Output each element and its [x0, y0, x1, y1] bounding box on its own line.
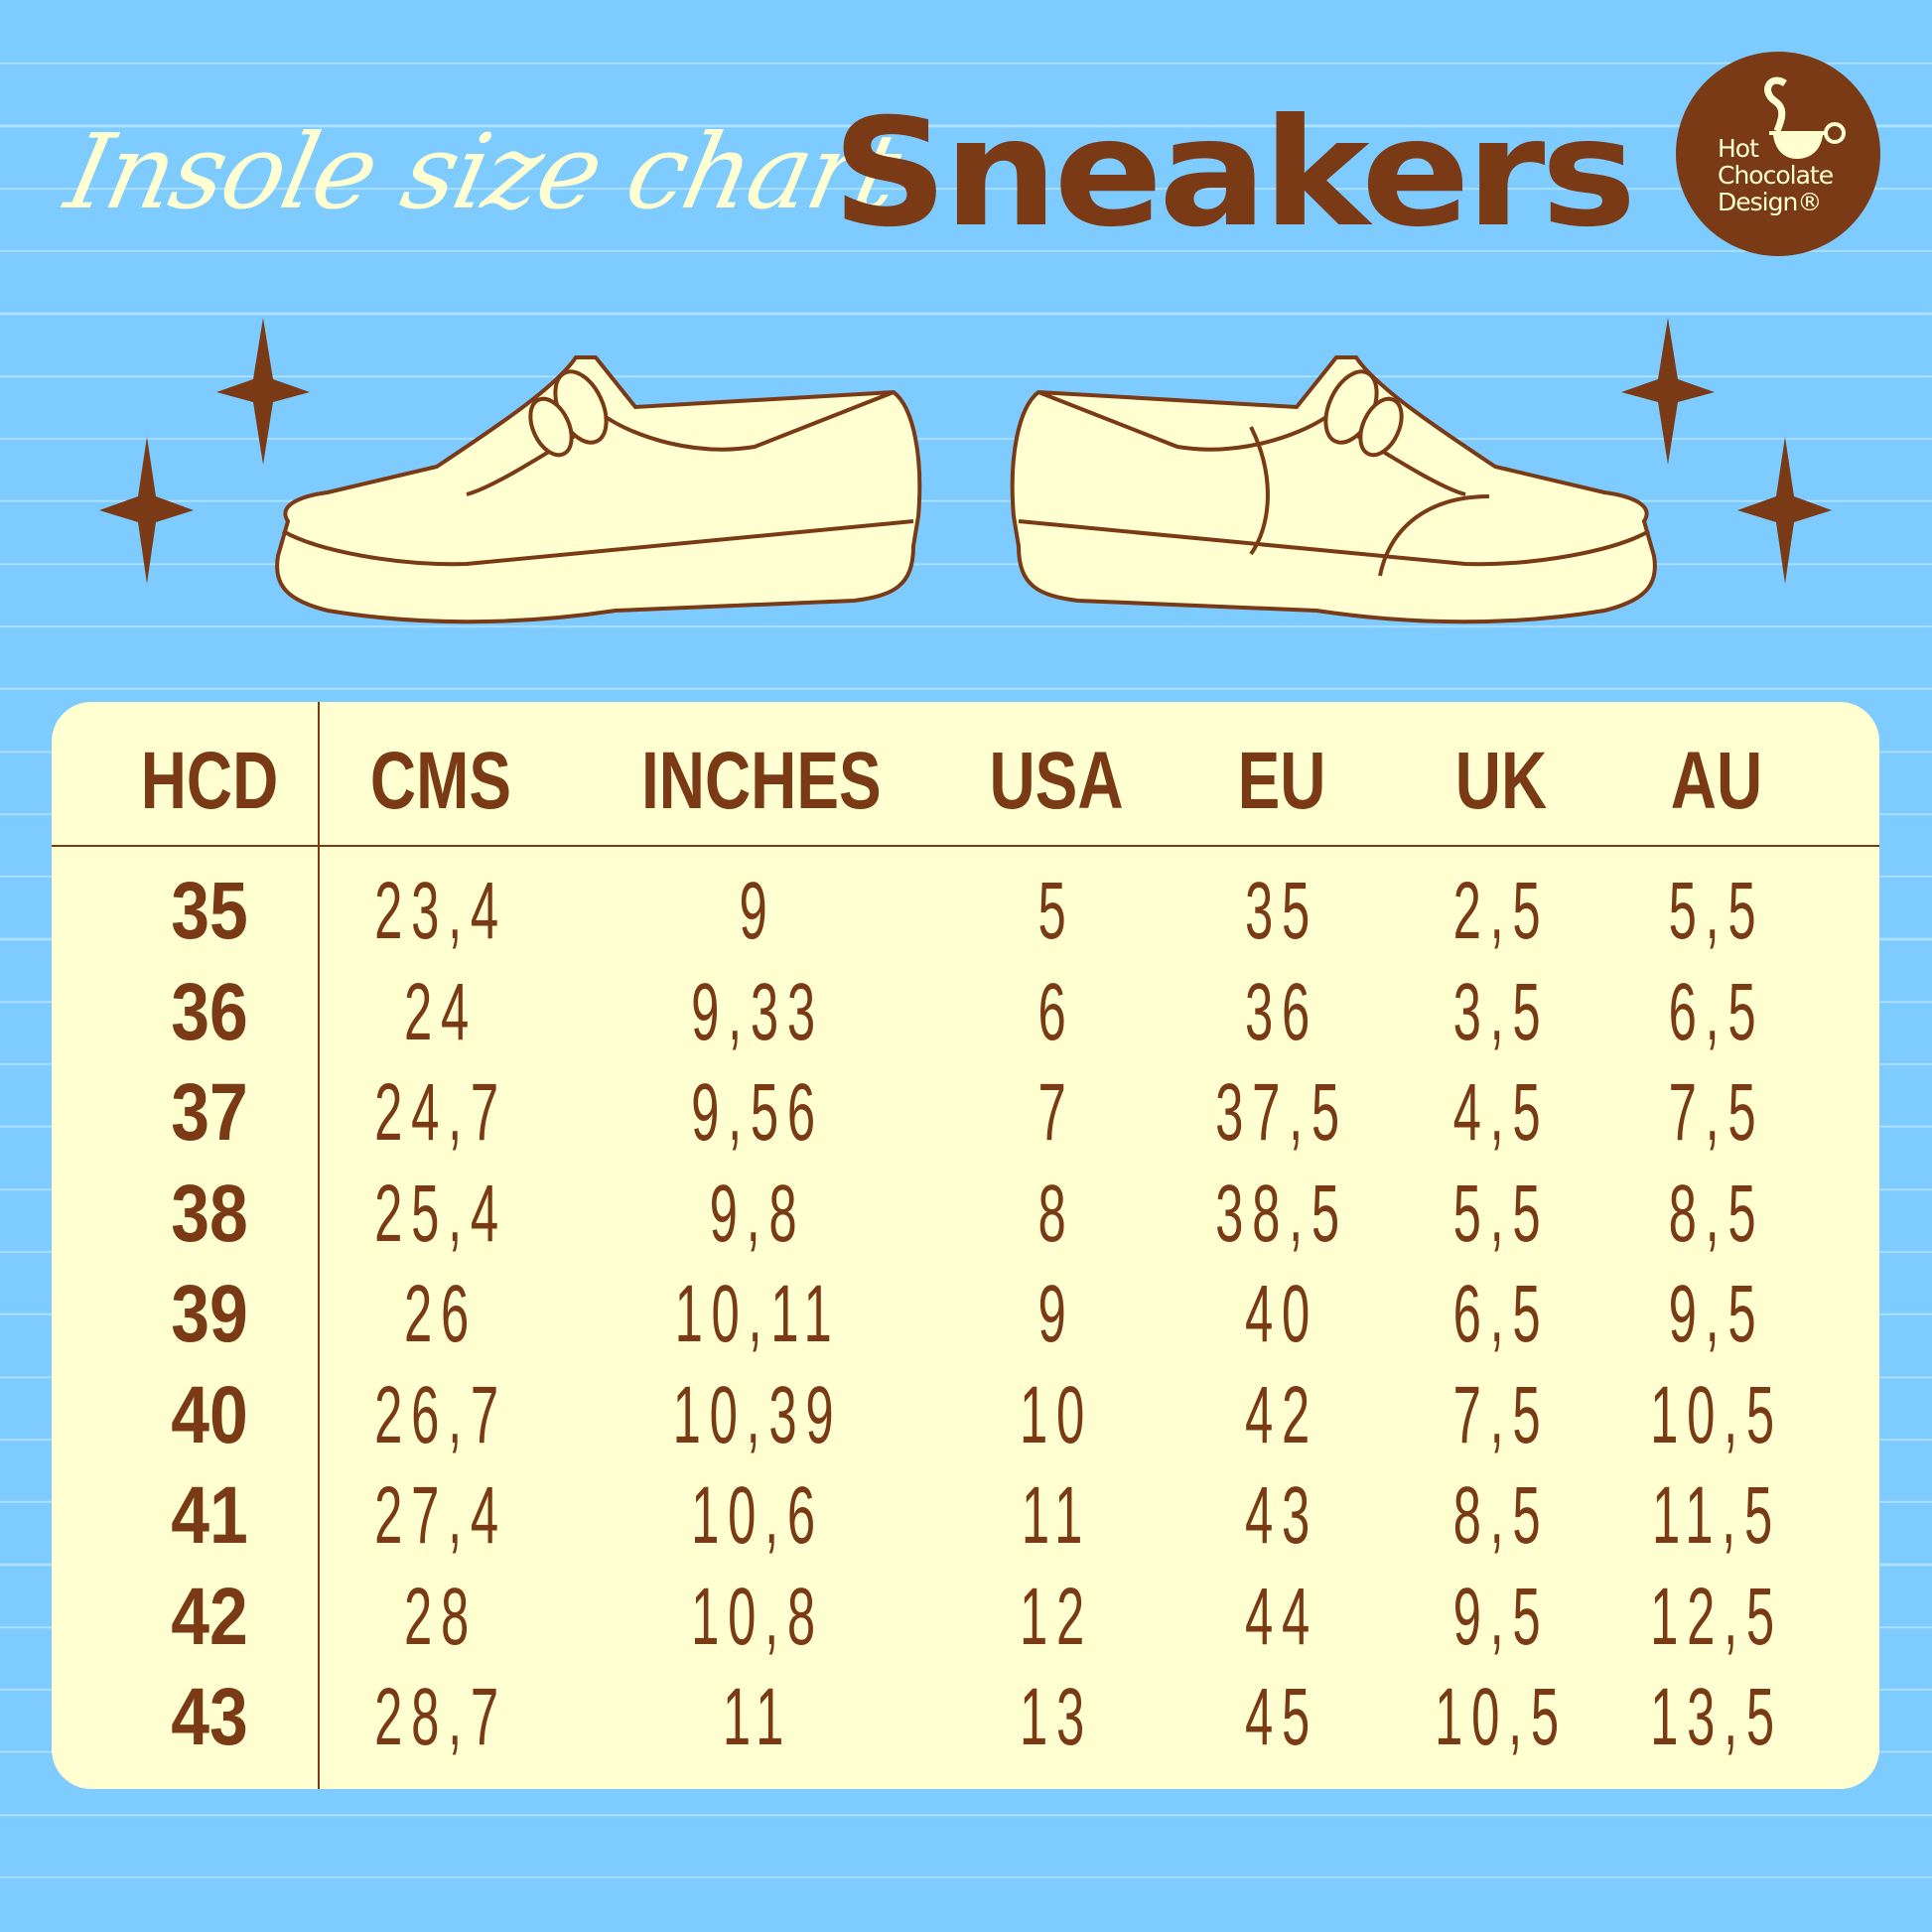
left-shoe	[275, 355, 922, 624]
table-cell: 28	[404, 1571, 478, 1662]
size-table: HCD CMS INCHES USA EU UK AU 35 23,4 9 5 35 2,5 5,5 36 2…	[52, 702, 1879, 1789]
table-cell: 25,4	[374, 1168, 507, 1259]
column-header-inches: INCHES	[641, 736, 882, 826]
column-divider	[318, 702, 320, 1789]
table-cell: 37,5	[1215, 1067, 1348, 1158]
table-cell: 7,5	[1452, 1369, 1550, 1460]
table-cell: 4,5	[1452, 1067, 1550, 1158]
table-cell: 42	[1245, 1369, 1318, 1460]
sneakers-illustration	[99, 318, 1832, 624]
table-cell: 8,5	[1668, 1168, 1765, 1259]
table-cell: 10	[1020, 1369, 1093, 1460]
table-cell: 10,11	[674, 1269, 841, 1359]
page-title: Sneakers	[832, 87, 1637, 260]
table-cell: 35	[1245, 866, 1318, 956]
table-cell: 24	[404, 966, 478, 1057]
brand-logo: Hot Chocolate Design®	[1676, 52, 1880, 256]
table-cell: 8,5	[1452, 1470, 1550, 1561]
logo-line-3: Design®	[1718, 188, 1822, 216]
table-cell: 23,4	[374, 866, 507, 956]
table-cell: 36	[1245, 966, 1318, 1057]
table-cell: 9,56	[691, 1067, 824, 1158]
right-shoe	[1010, 355, 1657, 624]
table-cell: 11	[1021, 1470, 1092, 1561]
table-cell: 10,6	[691, 1470, 824, 1561]
row-size-label: 41	[171, 1470, 248, 1561]
column-header-eu: EU	[1237, 736, 1326, 826]
script-title: Insole size chart	[57, 111, 909, 232]
column-header-usa: USA	[989, 736, 1124, 826]
table-cell: 27,4	[374, 1470, 507, 1561]
table-cell: 6,5	[1452, 1269, 1550, 1359]
table-cell: 11	[722, 1672, 793, 1762]
column-header-cms: CMS	[369, 736, 512, 826]
column-header-au: AU	[1670, 736, 1763, 826]
table-cell: 28,7	[374, 1672, 507, 1762]
table-cell: 9	[1037, 1269, 1075, 1359]
table-cell: 2,5	[1452, 866, 1550, 956]
table-cell: 44	[1245, 1571, 1318, 1662]
logo-line-2: Chocolate	[1718, 161, 1834, 190]
row-size-label: 42	[171, 1571, 248, 1662]
row-size-label: 39	[171, 1269, 248, 1359]
table-cell: 40	[1245, 1269, 1318, 1359]
table-cell: 10,5	[1435, 1672, 1568, 1762]
table-cell: 9,33	[691, 966, 824, 1057]
table-cell: 5,5	[1452, 1168, 1550, 1259]
table-cell: 6,5	[1668, 966, 1765, 1057]
table-cell: 10,8	[691, 1571, 824, 1662]
table-cell: 13	[1020, 1672, 1093, 1762]
table-cell: 43	[1245, 1470, 1318, 1561]
table-cell: 9	[739, 866, 776, 956]
table-cell: 12,5	[1650, 1571, 1783, 1662]
table-cell: 10,39	[672, 1369, 843, 1460]
star-icon	[99, 318, 1832, 584]
row-size-label: 37	[171, 1067, 248, 1158]
table-cell: 38,5	[1215, 1168, 1348, 1259]
table-cell: 26	[404, 1269, 478, 1359]
table-cell: 26,7	[374, 1369, 507, 1460]
table-cell: 5,5	[1668, 866, 1765, 956]
table-cell: 9,5	[1452, 1571, 1550, 1662]
column-header-hcd: HCD	[140, 736, 279, 826]
table-cell: 24,7	[374, 1067, 507, 1158]
table-cell: 8	[1037, 1168, 1075, 1259]
table-cell: 10,5	[1650, 1369, 1783, 1460]
row-size-label: 36	[171, 966, 248, 1057]
row-size-label: 38	[171, 1168, 248, 1259]
table-cell: 3,5	[1452, 966, 1550, 1057]
table-cell: 5	[1037, 866, 1075, 956]
table-cell: 9,5	[1668, 1269, 1765, 1359]
table-cell: 13,5	[1650, 1672, 1783, 1762]
table-cell: 11,5	[1652, 1470, 1781, 1561]
table-cell: 9,8	[709, 1168, 806, 1259]
cup-icon	[1764, 76, 1846, 159]
table-cell: 12	[1020, 1571, 1093, 1662]
header-divider	[52, 845, 1879, 847]
table-cell: 7	[1037, 1067, 1075, 1158]
table-cell: 6	[1037, 966, 1075, 1057]
table-cell: 7,5	[1668, 1067, 1765, 1158]
table-cell: 45	[1245, 1672, 1318, 1762]
logo-line-1: Hot	[1718, 134, 1759, 163]
row-size-label: 40	[171, 1369, 248, 1460]
row-size-label: 35	[171, 866, 248, 956]
row-size-label: 43	[171, 1672, 248, 1762]
column-header-uk: UK	[1454, 736, 1548, 826]
